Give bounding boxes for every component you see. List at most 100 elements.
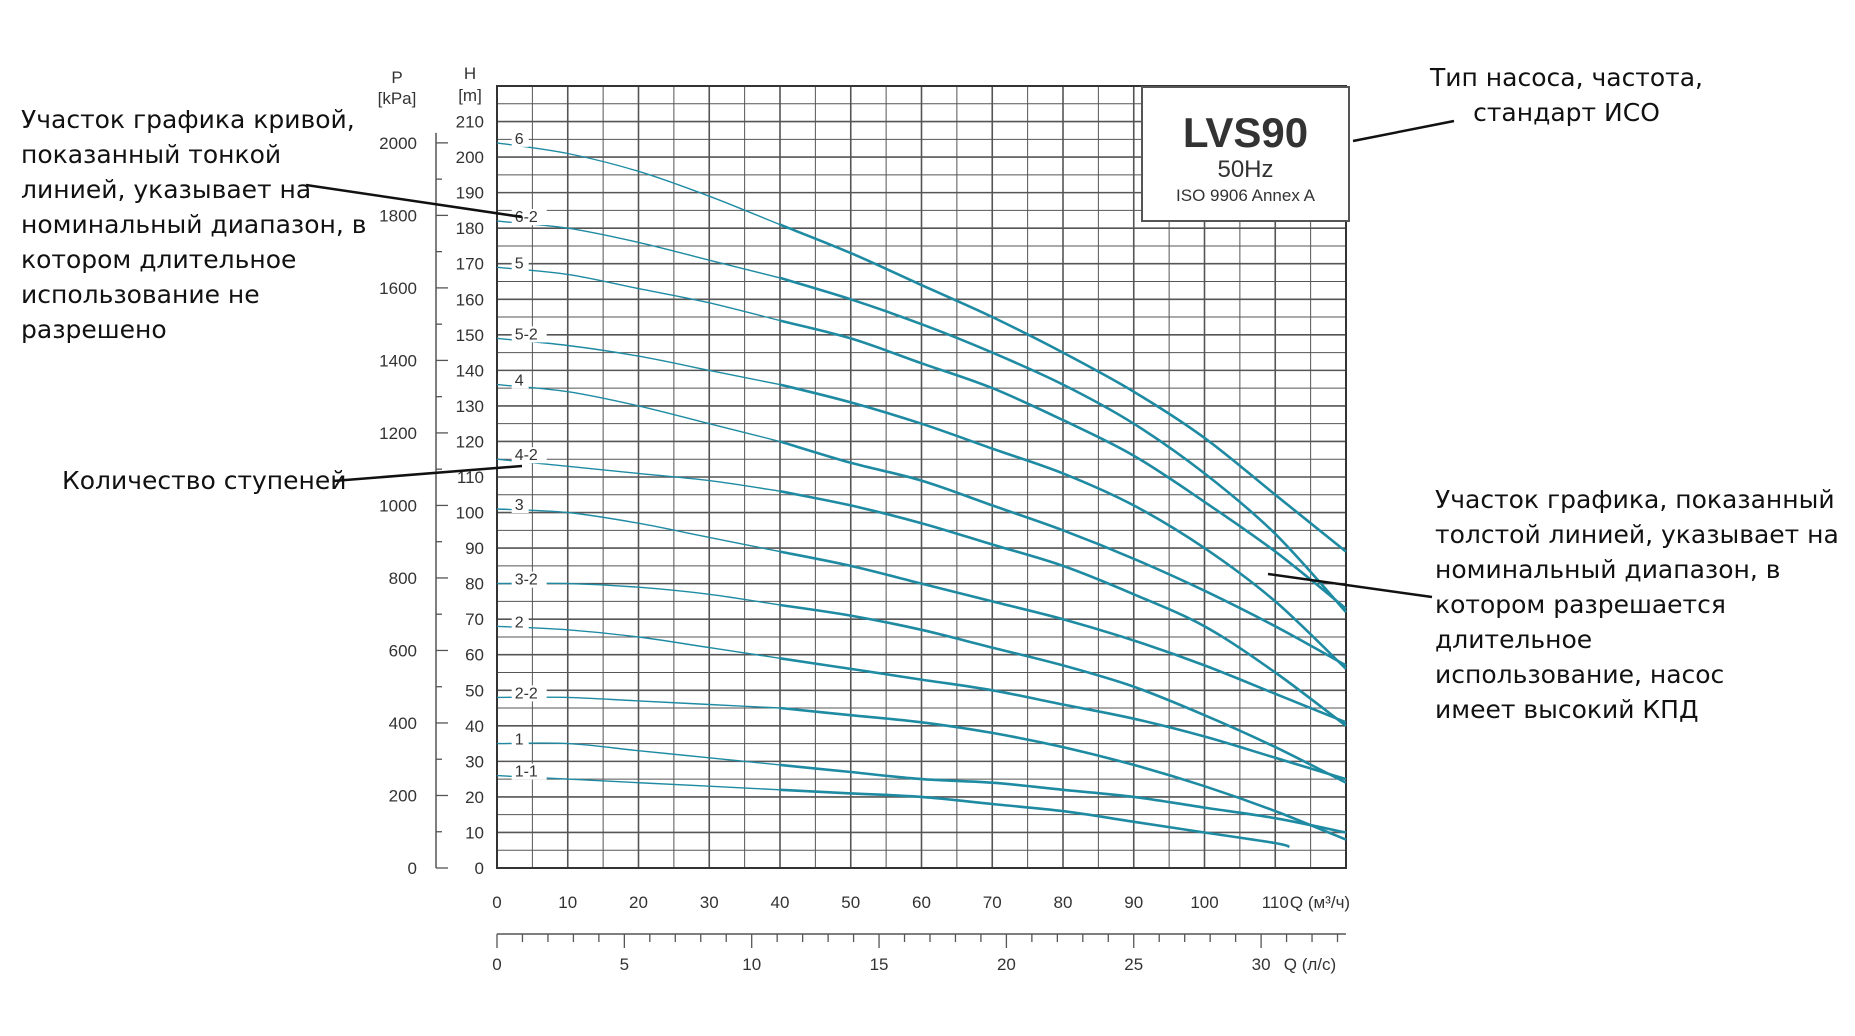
annotation-thick-line: Участок графика, показанный толстой лини… [1435,485,1839,724]
stage-label-bg [511,372,529,389]
head-tick-label: 130 [456,397,484,416]
flow-m3h-tick-label: 20 [629,893,648,912]
curve-4-2-thin [496,458,781,492]
pressure-tick-label: 2000 [379,134,417,153]
head-tick-label: 200 [456,148,484,167]
curve-3-2-thick [779,603,1347,784]
stage-label-bg [511,255,529,272]
flow-m3h-tick-label: 70 [983,893,1002,912]
flow-ls-tick-label: 30 [1252,955,1271,974]
stage-label-bg [511,447,547,464]
flow-ls-tick-label: 25 [1124,955,1143,974]
head-tick-label: 60 [465,646,484,665]
flow-m3h-tick-label: 0 [492,893,501,912]
head-tick-label: 140 [456,361,484,380]
pressure-tick-label: 1800 [379,206,417,225]
pressure-axis-unit: [kPa] [378,89,417,108]
curve-6-2-thick [779,276,1347,613]
head-tick-label: 40 [465,717,484,736]
stage-label: 4-2 [515,447,538,464]
annotation-stages: Количество ступеней [62,466,347,495]
curve-3-thin [496,508,781,553]
annotation-pump-type: Тип насоса, частота, стандарт ИСО [1430,63,1703,127]
curve-1-1-thick [779,788,1290,848]
pressure-tick-label: 400 [389,714,417,733]
head-tick-label: 70 [465,610,484,629]
head-axis-unit: [m] [458,86,482,105]
head-tick-label: 180 [456,219,484,238]
flow-ls-tick-label: 5 [620,955,629,974]
pressure-tick-label: 800 [389,569,417,588]
flow-ls-tick-label: 10 [742,955,761,974]
flow-m3h-tick-label: 110 [1262,893,1289,912]
curve-2-thin [496,625,781,659]
flow-m3h-tick-label: 90 [1124,893,1143,912]
head-tick-label: 120 [456,432,484,451]
curve-5-2-thick [779,383,1347,670]
head-tick-label: 170 [456,255,484,274]
curve-1-thick [779,763,1347,834]
stage-label: 3 [515,497,524,514]
head-tick-label: 50 [465,681,484,700]
stage-label-bg [511,571,547,588]
pointer-stages [332,464,523,483]
curve-5-2-thin [496,337,781,386]
head-tick-label: 110 [457,468,484,487]
pressure-tick-label: 600 [389,641,417,660]
curve-2-2-thick [779,706,1347,841]
curve-4-thin [496,383,781,443]
chart-grid [496,85,1347,869]
stage-label: 5 [515,255,524,272]
flow-m3h-tick-label: 50 [841,893,860,912]
iso-standard: ISO 9906 Annex A [1176,186,1315,205]
stage-label: 3-2 [515,572,538,589]
curve-6-thin [496,142,781,226]
stage-label: 6 [515,131,524,148]
stage-label: 2-2 [515,685,538,702]
pressure-tick-label: 1200 [379,424,417,443]
flow-m3h-tick-label: 10 [558,893,577,912]
stage-label-bg [511,685,547,702]
curve-2-thick [779,657,1347,781]
stage-label: 5-2 [515,326,538,343]
flow-m3h-tick-label: 30 [700,893,719,912]
flow-ls-tick-label: 15 [870,955,889,974]
pressure-axis-title: P [391,68,402,87]
stage-label-bg [511,763,547,780]
curve-6-thick [779,223,1347,553]
stage-label: 6-2 [515,209,538,226]
flow-m3h-axis-label: Q (м³/ч) [1290,893,1350,912]
head-tick-label: 150 [456,326,484,345]
plot-frame [496,85,1347,869]
stage-label-bg [511,130,529,147]
head-tick-label: 0 [475,859,484,878]
annotation-thin-line: Участок графика кривой, показанный тонко… [21,105,367,344]
stage-label-bg [511,614,529,631]
stage-label-bg [511,731,529,748]
head-tick-label: 20 [465,788,484,807]
curve-3-thick [779,550,1347,724]
annotation-pointers [305,119,1455,599]
head-tick-label: 100 [456,504,484,523]
head-tick-label: 190 [456,184,484,203]
curve-4-thick [779,440,1347,667]
pump-model: LVS90 [1182,109,1309,156]
flow-m3h-tick-label: 80 [1054,893,1073,912]
pointer-thick-line [1267,572,1433,599]
head-tick-label: 210 [456,113,484,132]
flow-ls-tick-label: 20 [997,955,1016,974]
head-tick-label: 30 [465,752,484,771]
flow-m3h-tick-label: 40 [771,893,790,912]
pump-curves: 6 6-2 5 5-2 4 4-2 3 3-2 2 2-2 1 1-1 [496,130,1347,848]
flow-m3h-tick-label: 100 [1190,893,1218,912]
pointer-pump-type [1352,119,1455,143]
curve-6-2-thin [496,220,781,279]
flow-ls-axis-label: Q (л/с) [1284,955,1336,974]
curve-5-thin [496,266,781,322]
pressure-tick-label: 1400 [379,351,417,370]
curve-5-thick [779,319,1347,610]
stage-label-bg [511,209,547,226]
flow-m3h-tick-label: 60 [912,893,931,912]
stage-label-bg [511,326,547,343]
flow-ls-tick-label: 0 [492,955,501,974]
